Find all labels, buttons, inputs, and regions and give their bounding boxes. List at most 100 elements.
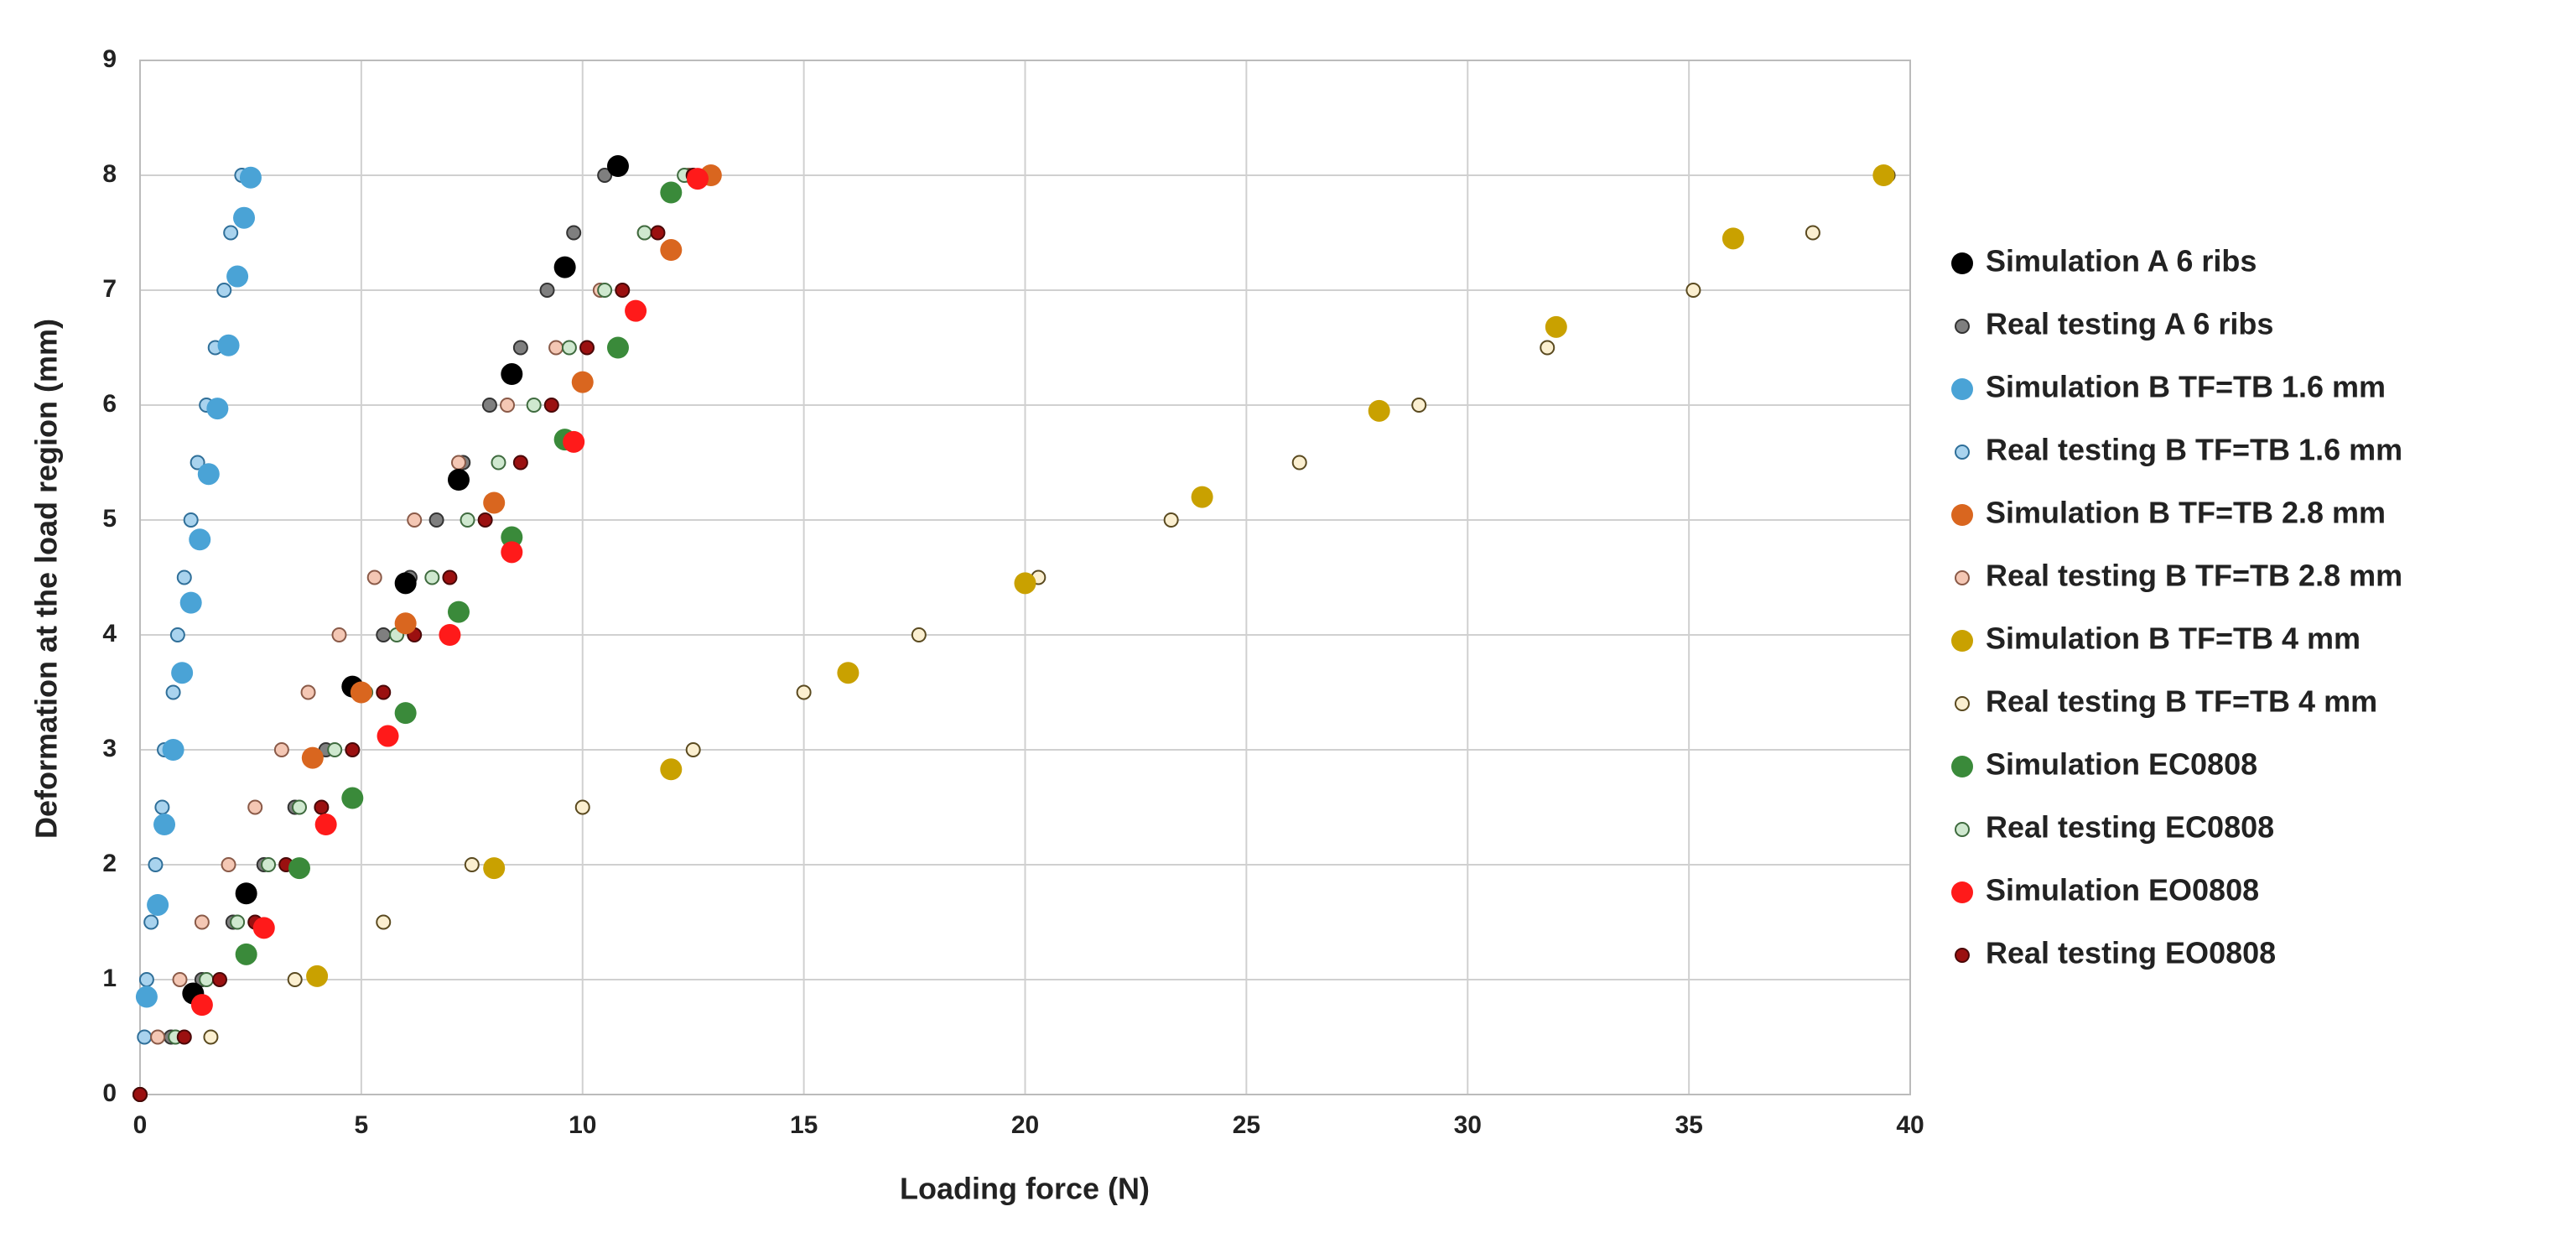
real-point — [566, 225, 582, 241]
simulation-point — [162, 739, 184, 761]
simulation-point — [135, 985, 158, 1008]
real-point — [539, 283, 555, 298]
simulation-point — [190, 994, 213, 1017]
real-point — [512, 340, 528, 356]
simulation-point — [341, 787, 364, 809]
real-point — [261, 857, 277, 872]
real-point — [150, 1029, 166, 1045]
simulation-point — [394, 612, 417, 635]
real-point — [137, 1029, 153, 1045]
y-tick-label: 6 — [102, 390, 117, 418]
real-point — [650, 225, 666, 241]
real-point — [1955, 570, 1970, 585]
simulation-point — [314, 814, 337, 836]
simulation-point — [501, 526, 523, 549]
y-tick-label: 4 — [102, 620, 117, 647]
real-point — [512, 455, 528, 471]
real-point — [500, 398, 516, 413]
simulation-point — [483, 491, 506, 514]
simulation-point — [350, 681, 372, 704]
simulation-point — [171, 662, 194, 684]
real-point — [376, 684, 392, 700]
real-point — [190, 455, 205, 471]
real-point — [1955, 696, 1970, 711]
real-point — [597, 283, 613, 298]
legend-label: Simulation B TF=TB 4 mm — [1986, 621, 2360, 656]
simulation-point — [837, 662, 860, 684]
simulation-point — [1951, 881, 1973, 903]
real-point — [1411, 398, 1427, 413]
real-point — [132, 1087, 148, 1102]
real-point — [216, 283, 232, 298]
legend-label: Real testing B TF=TB 4 mm — [1986, 684, 2377, 719]
real-point — [428, 512, 444, 528]
real-point — [597, 168, 613, 183]
legend-label: Real testing EO0808 — [1986, 936, 2276, 970]
real-point — [143, 914, 159, 930]
simulation-point — [606, 336, 629, 359]
y-tick-label: 8 — [102, 160, 117, 188]
real-point — [1805, 225, 1820, 241]
real-point — [911, 627, 927, 642]
simulation-point — [252, 917, 275, 939]
real-point — [331, 627, 347, 642]
simulation-point — [660, 239, 683, 262]
real-point — [464, 857, 480, 872]
simulation-point — [394, 702, 417, 725]
real-point — [211, 972, 227, 987]
simulation-point — [447, 601, 470, 623]
simulation-point — [1951, 756, 1973, 777]
real-point — [442, 569, 458, 585]
real-point — [172, 972, 188, 987]
y-tick-label: 2 — [102, 850, 117, 877]
real-point — [199, 972, 215, 987]
real-point — [574, 799, 590, 815]
simulation-point — [239, 166, 262, 189]
simulation-point — [686, 168, 709, 190]
simulation-point — [153, 814, 176, 836]
simulation-point — [1951, 252, 1973, 274]
simulation-point — [235, 882, 257, 905]
legend-label: Simulation B TF=TB 2.8 mm — [1986, 496, 2386, 530]
real-point — [1540, 340, 1555, 356]
x-tick-label: 30 — [1454, 1111, 1482, 1139]
real-point — [1955, 948, 1970, 963]
real-point — [376, 914, 392, 930]
simulation-point — [439, 624, 461, 646]
real-point — [203, 1029, 219, 1045]
legend-label: Real testing B TF=TB 2.8 mm — [1986, 559, 2402, 593]
real-point — [176, 569, 192, 585]
y-tick-label: 9 — [102, 45, 117, 73]
simulation-point — [1951, 378, 1973, 400]
real-point — [636, 225, 652, 241]
real-point — [543, 398, 559, 413]
real-point — [796, 684, 812, 700]
simulation-point — [660, 758, 683, 781]
real-point — [526, 398, 542, 413]
simulation-point — [1014, 572, 1036, 595]
x-axis-label: Loading force (N) — [900, 1172, 1150, 1206]
simulation-point — [233, 206, 256, 229]
simulation-point — [1191, 486, 1213, 508]
legend-label: Real testing A 6 ribs — [1986, 307, 2273, 341]
simulation-point — [206, 398, 229, 420]
x-tick-label: 20 — [1011, 1111, 1039, 1139]
simulation-point — [394, 572, 417, 595]
real-point — [376, 627, 392, 642]
x-tick-label: 35 — [1675, 1111, 1702, 1139]
simulation-point — [288, 857, 310, 880]
real-point — [477, 512, 493, 528]
simulation-point — [306, 965, 329, 987]
legend-label: Real testing B TF=TB 1.6 mm — [1986, 433, 2402, 467]
real-point — [230, 914, 246, 930]
y-axis-label: Deformation at the load region (mm) — [29, 319, 64, 839]
real-point — [165, 684, 181, 700]
x-tick-label: 10 — [569, 1111, 596, 1139]
real-point — [223, 225, 239, 241]
x-tick-label: 15 — [790, 1111, 818, 1139]
simulation-point — [235, 943, 257, 965]
simulation-point — [501, 363, 523, 386]
real-point — [1291, 455, 1307, 471]
simulation-point — [147, 893, 169, 916]
